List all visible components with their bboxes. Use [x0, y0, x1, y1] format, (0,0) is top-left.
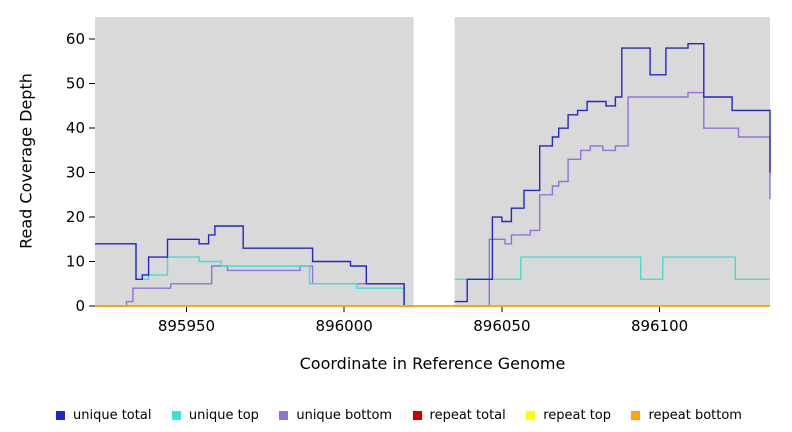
legend: unique total unique top unique bottom repea…: [0, 408, 792, 423]
legend-swatch-unique-bottom: [279, 411, 289, 420]
x-tick-label: 895950: [158, 317, 215, 335]
plot-area: 895950 896000 896050 896100 0 10 20 30 40 50 60: [66, 17, 771, 335]
legend-item-unique-top: unique top: [171, 408, 259, 423]
series-unique-bottom: [454, 91, 771, 307]
legend-label-repeat-bottom: repeat bottom: [648, 408, 742, 423]
y-tick-label: 10: [66, 253, 85, 271]
legend-item-repeat-total: repeat total: [412, 408, 506, 423]
legend-label-unique-top: unique top: [188, 408, 259, 423]
coverage-gap-band: [413, 17, 455, 306]
series-unique-top: [95, 243, 414, 307]
series-unique-top: [454, 256, 770, 280]
x-tick-label: 896050: [473, 317, 530, 335]
x-tick-label: 896100: [631, 317, 688, 335]
y-tick-label: 20: [66, 208, 85, 226]
x-axis-label: Coordinate in Reference Genome: [299, 354, 566, 373]
legend-swatch-repeat-top: [526, 411, 536, 420]
legend-swatch-repeat-total: [412, 411, 422, 420]
legend-item-repeat-bottom: repeat bottom: [631, 408, 742, 423]
y-tick-label: 0: [75, 297, 85, 315]
series-unique-total: [454, 43, 771, 303]
legend-item-repeat-top: repeat top: [526, 408, 611, 423]
y-tick-label: 60: [66, 30, 85, 48]
legend-swatch-repeat-bottom: [631, 411, 641, 420]
y-tick-label: 30: [66, 164, 85, 182]
y-tick-label: 40: [66, 119, 85, 137]
legend-label-repeat-total: repeat total: [429, 408, 506, 423]
x-tick-label: 896000: [316, 317, 373, 335]
y-axis-label: Read Coverage Depth: [16, 73, 36, 249]
legend-swatch-unique-top: [171, 411, 181, 420]
legend-item-unique-bottom: unique bottom: [279, 408, 392, 423]
legend-swatch-unique-total: [56, 411, 65, 420]
legend-label-unique-bottom: unique bottom: [296, 408, 393, 423]
legend-label-unique-total: unique total: [73, 408, 152, 423]
legend-item-unique-total: unique total: [56, 408, 151, 423]
legend-label-repeat-top: repeat top: [543, 408, 611, 423]
y-tick-label: 50: [66, 75, 85, 93]
series-unique-total: [95, 225, 414, 307]
